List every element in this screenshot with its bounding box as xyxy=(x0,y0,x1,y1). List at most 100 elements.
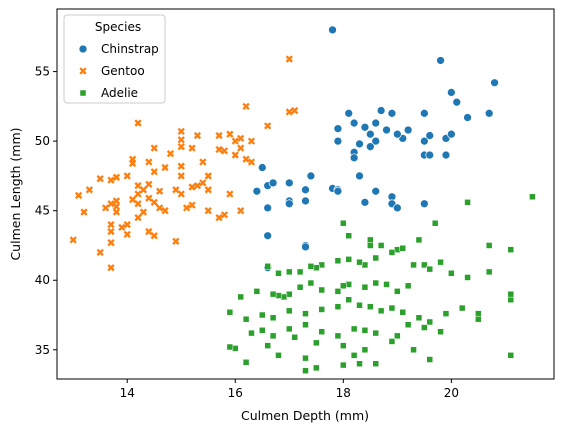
data-point-gentoo xyxy=(150,144,158,152)
data-point-gentoo xyxy=(118,223,126,232)
points-layer xyxy=(69,25,536,374)
data-point-adelie xyxy=(485,242,493,249)
data-point-adelie xyxy=(291,334,298,341)
x-tick-label: 16 xyxy=(228,386,243,400)
data-point-gentoo xyxy=(134,182,142,190)
data-point-adelie xyxy=(264,342,271,349)
data-point-gentoo xyxy=(101,204,110,212)
data-point-gentoo xyxy=(139,186,148,194)
data-point-adelie xyxy=(334,288,342,295)
data-point-adelie xyxy=(383,281,390,288)
data-point-gentoo xyxy=(134,200,142,208)
data-point-adelie xyxy=(232,345,239,352)
data-point-adelie xyxy=(345,281,352,288)
data-point-gentoo xyxy=(107,239,115,247)
data-point-gentoo xyxy=(199,179,207,187)
legend-entry-adelie: Adelie xyxy=(79,86,138,100)
data-point-adelie xyxy=(361,261,369,269)
data-point-adelie xyxy=(242,359,250,366)
data-point-adelie xyxy=(313,364,320,372)
data-point-adelie xyxy=(302,310,309,317)
data-point-adelie xyxy=(345,256,352,263)
data-point-adelie xyxy=(345,232,352,239)
data-point-adelie xyxy=(458,304,466,312)
data-point-gentoo xyxy=(220,211,229,219)
data-point-adelie xyxy=(275,292,282,299)
data-point-adelie xyxy=(442,310,450,317)
data-point-gentoo xyxy=(112,208,121,216)
data-point-gentoo xyxy=(107,227,115,236)
data-point-adelie xyxy=(226,343,234,351)
data-point-adelie xyxy=(269,290,277,298)
data-point-adelie xyxy=(415,314,423,322)
data-point-chinstrap xyxy=(447,129,456,139)
data-point-gentoo xyxy=(139,208,148,216)
data-point-chinstrap xyxy=(419,136,429,146)
y-axis-ticks: 35 40 45 50 55 xyxy=(35,65,57,357)
data-point-gentoo xyxy=(264,122,272,130)
data-point-chinstrap xyxy=(349,118,359,128)
x-tick-label: 14 xyxy=(120,386,135,400)
data-point-chinstrap xyxy=(371,118,381,128)
data-point-gentoo xyxy=(145,158,153,166)
data-point-adelie xyxy=(485,268,493,276)
data-point-adelie xyxy=(388,249,396,256)
data-point-adelie xyxy=(318,328,325,335)
data-point-gentoo xyxy=(220,147,229,155)
data-point-adelie xyxy=(448,270,455,277)
data-point-gentoo xyxy=(85,186,94,194)
series-chinstrap xyxy=(252,25,499,273)
data-point-chinstrap xyxy=(371,186,381,196)
data-point-adelie xyxy=(507,296,515,303)
data-point-chinstrap xyxy=(252,186,262,196)
data-point-gentoo xyxy=(123,230,131,238)
data-point-adelie xyxy=(302,354,309,362)
data-point-chinstrap xyxy=(344,108,354,118)
data-point-chinstrap xyxy=(425,150,435,160)
data-point-chinstrap xyxy=(447,88,456,97)
data-point-adelie xyxy=(475,310,482,317)
data-point-adelie xyxy=(296,283,304,291)
data-point-chinstrap xyxy=(490,78,499,88)
data-point-adelie xyxy=(361,283,369,291)
data-point-adelie xyxy=(307,279,315,287)
legend-entry-chinstrap: Chinstrap xyxy=(78,42,159,56)
data-point-adelie xyxy=(410,261,417,269)
data-point-gentoo xyxy=(96,248,104,257)
data-point-chinstrap xyxy=(360,122,370,132)
data-point-adelie xyxy=(350,325,358,333)
data-point-adelie xyxy=(264,263,271,270)
series-adelie xyxy=(226,193,536,374)
data-point-adelie xyxy=(388,338,396,345)
legend-title: Species xyxy=(95,20,141,34)
data-point-gentoo xyxy=(155,204,164,212)
data-point-chinstrap xyxy=(376,106,386,115)
data-point-gentoo xyxy=(177,172,185,180)
data-point-adelie xyxy=(464,274,471,281)
data-point-chinstrap xyxy=(371,136,381,146)
data-point-adelie xyxy=(431,219,439,227)
data-point-adelie xyxy=(242,315,250,323)
legend-entries: Chinstrap Gentoo Adelie xyxy=(78,42,159,100)
data-point-adelie xyxy=(507,352,515,359)
data-point-adelie xyxy=(340,361,347,369)
data-point-gentoo xyxy=(204,172,212,180)
data-point-adelie xyxy=(269,332,277,340)
data-point-gentoo xyxy=(150,168,158,176)
data-point-adelie xyxy=(286,307,293,315)
y-tick-label: 40 xyxy=(35,273,50,287)
data-point-gentoo xyxy=(172,186,180,194)
data-point-adelie xyxy=(269,314,277,322)
data-point-adelie xyxy=(426,318,433,326)
data-point-adelie xyxy=(426,356,433,363)
data-point-chinstrap xyxy=(355,171,364,181)
plot-frame xyxy=(56,8,555,380)
data-point-gentoo xyxy=(145,180,153,188)
data-point-gentoo xyxy=(226,190,234,198)
data-point-adelie xyxy=(334,257,342,265)
data-point-gentoo xyxy=(247,158,256,166)
data-point-gentoo xyxy=(155,187,164,195)
data-point-adelie xyxy=(334,303,342,310)
data-point-adelie xyxy=(372,360,379,367)
data-point-gentoo xyxy=(177,143,185,151)
